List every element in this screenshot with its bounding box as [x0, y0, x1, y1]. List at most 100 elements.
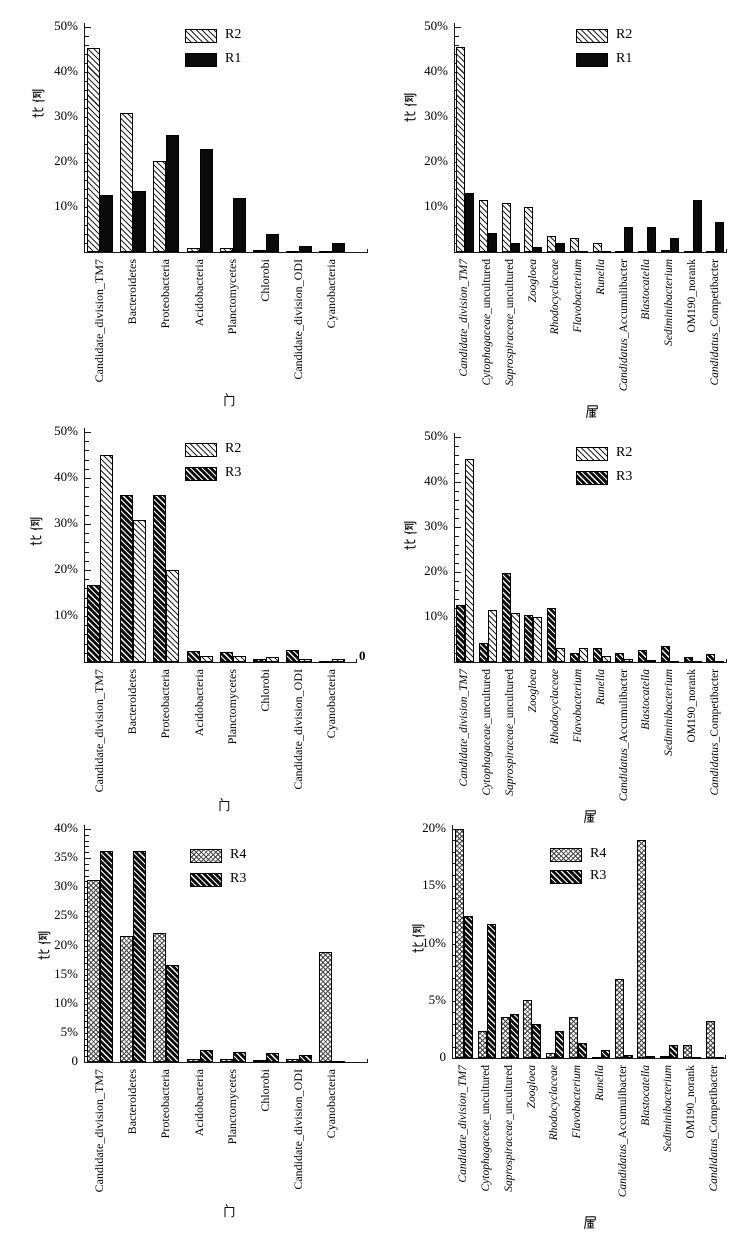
cjk-glyph-属	[586, 405, 598, 419]
y-minor-tick	[85, 225, 89, 226]
y-minor-tick	[455, 545, 459, 546]
y-minor-tick	[85, 189, 89, 190]
bar-R4-category-3	[187, 1059, 200, 1062]
bar-R1-category-5	[579, 251, 588, 253]
cjk-glyph-比	[32, 107, 44, 118]
y-minor-tick	[85, 506, 89, 507]
x-category-label: Candidatus_Accumulibacter	[618, 259, 631, 391]
category-italic-part: Saprospiraceae	[504, 723, 516, 796]
category-italic-part: Saprospiraceae	[503, 1119, 515, 1192]
bar-R3-category-5	[253, 659, 266, 662]
category-plain-part: Cyanobacteria	[324, 669, 338, 739]
bar-R1-category-8	[647, 227, 656, 252]
y-axis-line	[454, 23, 455, 252]
x-axis-end-tick	[367, 249, 368, 253]
y-tick-label: 50%	[54, 423, 78, 438]
y-major-tick	[455, 527, 461, 528]
x-category-label: Candidate_division_TM7	[92, 669, 106, 792]
x-axis-line	[84, 662, 357, 663]
category-plain-part: OM190_norank	[686, 259, 698, 333]
legend-swatch-R1	[185, 53, 217, 67]
y-tick-label: 40%	[424, 63, 448, 78]
category-plain-part: Proteobacteria	[158, 259, 172, 329]
y-minor-tick	[85, 1027, 89, 1028]
axis-end-annotation: 0	[359, 648, 366, 663]
category-italic-part: Candidatus	[709, 332, 721, 386]
category-plain-part: Proteobacteria	[158, 1069, 172, 1139]
y-minor-tick	[85, 1050, 89, 1051]
category-italic-part: Candidatus	[617, 1144, 629, 1198]
bar-R1-category-7	[332, 243, 345, 252]
y-minor-tick	[85, 552, 89, 553]
x-category-label: Proteobacteria	[158, 669, 172, 738]
bar-R3-category-11	[706, 654, 715, 662]
bar-R3-category-5	[570, 653, 579, 662]
x-category-label: Candidate_division_TM7	[458, 669, 471, 787]
category-plain-part: _Competibacter	[708, 1065, 720, 1139]
bar-R2-category-0	[100, 455, 113, 662]
y-minor-tick	[85, 607, 89, 608]
y-major-tick	[85, 524, 91, 525]
x-category-label: Zoogloea	[527, 669, 540, 712]
bar-R3-category-10	[684, 657, 693, 662]
x-category-label: Cytophagaceae_uncultured	[480, 1065, 493, 1191]
legend-swatch-R2	[185, 443, 217, 457]
x-category-label: Blastocatella	[640, 1065, 653, 1126]
y-tick-label: 30%	[424, 518, 448, 533]
y-tick-label: 5%	[60, 1024, 78, 1039]
bar-R4-category-4	[220, 1059, 233, 1062]
x-category-label: Cytophagaceae_uncultured	[481, 669, 494, 795]
category-plain-part: _Competibacter	[709, 259, 721, 333]
legend-label-R3: R3	[616, 469, 633, 484]
cjk-glyph-例	[31, 89, 45, 103]
bar-R4-category-1	[120, 936, 133, 1062]
legend-label-R2: R2	[225, 27, 242, 42]
y-axis-line	[84, 428, 85, 662]
y-major-tick	[455, 572, 461, 573]
legend-label-R3: R3	[590, 868, 607, 883]
bar-R3-category-7	[615, 653, 624, 662]
y-tick-label: 50%	[424, 18, 448, 33]
x-category-label: Candidatus_Accumulibacter	[617, 1065, 630, 1197]
bar-R2-category-8	[647, 660, 656, 662]
bar-R2-category-4	[547, 236, 556, 252]
y-minor-tick	[453, 863, 457, 864]
bar-R3-category-11	[715, 1057, 724, 1059]
category-plain-part: _Accumulibacter	[617, 1065, 629, 1145]
bar-R4-category-6	[286, 1059, 299, 1062]
x-category-label: Saprospiraceae_uncultured	[503, 1065, 516, 1192]
bar-R1-category-10	[693, 200, 702, 252]
category-italic-part: Candidate_division_TM7	[458, 259, 470, 377]
y-minor-tick	[85, 487, 89, 488]
y-tick-label: 10%	[424, 608, 448, 623]
y-minor-tick	[85, 905, 89, 906]
y-minor-tick	[85, 579, 89, 580]
y-tick-label: 40%	[54, 820, 78, 835]
bar-R1-category-2	[511, 243, 520, 252]
bar-R4-category-3	[523, 1000, 532, 1058]
bar-R3-category-1	[479, 643, 488, 662]
y-minor-tick	[85, 460, 89, 461]
category-italic-part: Blastocatella	[640, 669, 652, 730]
y-axis-title	[403, 520, 419, 553]
y-major-tick	[455, 482, 461, 483]
category-italic-part: Zoogloea	[526, 1065, 538, 1109]
category-plain-part: Candidate_division_ODI	[291, 669, 305, 790]
bar-R3-category-7	[332, 1061, 345, 1063]
y-axis-title	[29, 516, 45, 549]
x-category-label: OM190_norank	[686, 669, 699, 742]
bar-R3-category-4	[547, 608, 556, 662]
bar-R3-category-1	[487, 924, 496, 1058]
legend-label-R2: R2	[225, 441, 242, 456]
cjk-glyph-比	[404, 111, 416, 122]
x-category-label: Proteobacteria	[158, 1069, 172, 1139]
category-plain-part: OM190_norank	[685, 1065, 697, 1139]
bar-R4-category-1	[478, 1031, 487, 1058]
y-minor-tick	[453, 1012, 457, 1013]
x-axis-title	[585, 404, 600, 419]
bar-R2-category-2	[153, 161, 166, 252]
y-tick-label: 30%	[424, 108, 448, 123]
x-category-label: Planctomycetes	[225, 259, 239, 334]
bar-R1-category-1	[488, 233, 497, 252]
x-category-label: Acidobacteria	[192, 669, 206, 736]
